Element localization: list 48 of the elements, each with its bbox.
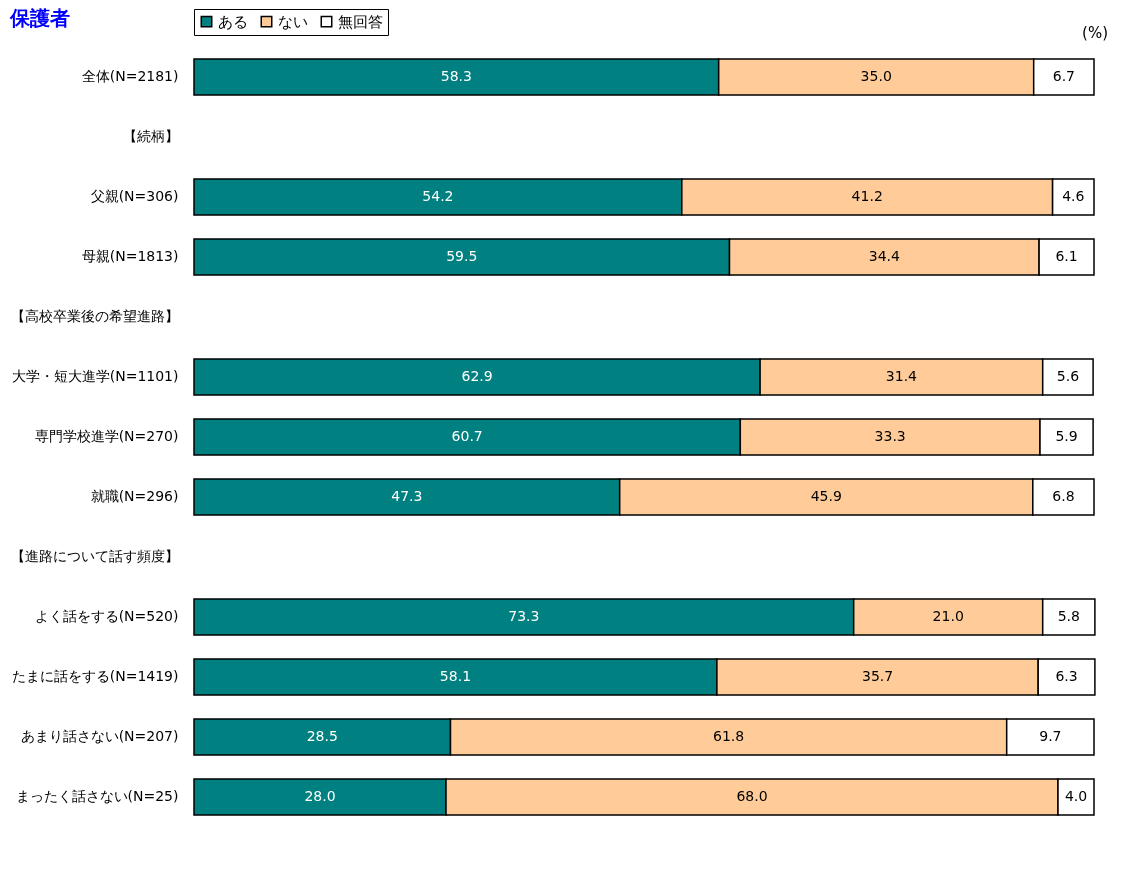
data-label: 6.3	[1055, 668, 1078, 684]
data-label: 9.7	[1039, 728, 1062, 744]
data-label: 58.3	[440, 68, 472, 84]
data-label: 5.8	[1057, 608, 1080, 624]
data-label: 28.5	[306, 728, 338, 744]
data-label: 58.1	[439, 668, 472, 684]
data-label: 4.0	[1064, 788, 1088, 804]
data-label: 61.8	[713, 728, 745, 744]
data-label: 34.4	[868, 248, 900, 264]
data-label: 33.3	[874, 428, 906, 444]
data-label: 5.6	[1056, 368, 1080, 384]
data-label: 6.8	[1052, 488, 1075, 504]
y-tick-label: あまり話さない(N=207)	[20, 728, 179, 744]
data-label: 28.0	[304, 788, 336, 804]
data-label: 54.2	[422, 188, 454, 204]
data-label: 59.5	[446, 248, 478, 264]
y-tick-label: 大学・短大進学(N=1101)	[11, 368, 179, 384]
y-tick-label: 【進路について話す頻度】	[10, 548, 179, 564]
data-label: 68.0	[736, 788, 768, 804]
legend-label: ない	[278, 12, 308, 31]
y-tick-label: 専門学校進学(N=270)	[34, 428, 179, 444]
data-label: 4.6	[1062, 188, 1085, 204]
y-tick-label: 【高校卒業後の希望進路】	[10, 308, 179, 324]
y-tick-label: 母親(N=1813)	[81, 248, 179, 264]
data-label: 41.2	[851, 188, 883, 204]
legend-label: 無回答	[338, 12, 383, 31]
y-tick-label: よく話をする(N=520)	[34, 608, 179, 624]
data-label: 31.4	[885, 368, 918, 384]
data-label: 47.3	[391, 488, 423, 504]
annotation: (%)	[1082, 24, 1108, 42]
data-label: 21.0	[932, 608, 964, 624]
data-label: 6.1	[1055, 248, 1078, 264]
y-tick-label: 就職(N=296)	[90, 488, 179, 504]
y-tick-label: たまに話をする(N=1419)	[11, 668, 179, 684]
y-tick-label: 【続柄】	[122, 128, 179, 144]
data-label: 73.3	[508, 608, 540, 624]
y-tick-label: まったく話さない(N=25)	[15, 788, 179, 804]
data-label: 62.9	[461, 368, 493, 384]
data-label: 5.9	[1055, 428, 1078, 444]
data-label: 35.0	[860, 68, 892, 84]
data-label: 45.9	[810, 488, 842, 504]
y-tick-label: 全体(N=2181)	[81, 68, 179, 84]
data-label: 60.7	[451, 428, 483, 444]
chart-title: 保護者	[9, 5, 70, 30]
data-label: 6.7	[1052, 68, 1075, 84]
data-label: 35.7	[861, 668, 894, 684]
legend-label: ある	[218, 12, 248, 31]
y-tick-label: 父親(N=306)	[90, 188, 179, 204]
